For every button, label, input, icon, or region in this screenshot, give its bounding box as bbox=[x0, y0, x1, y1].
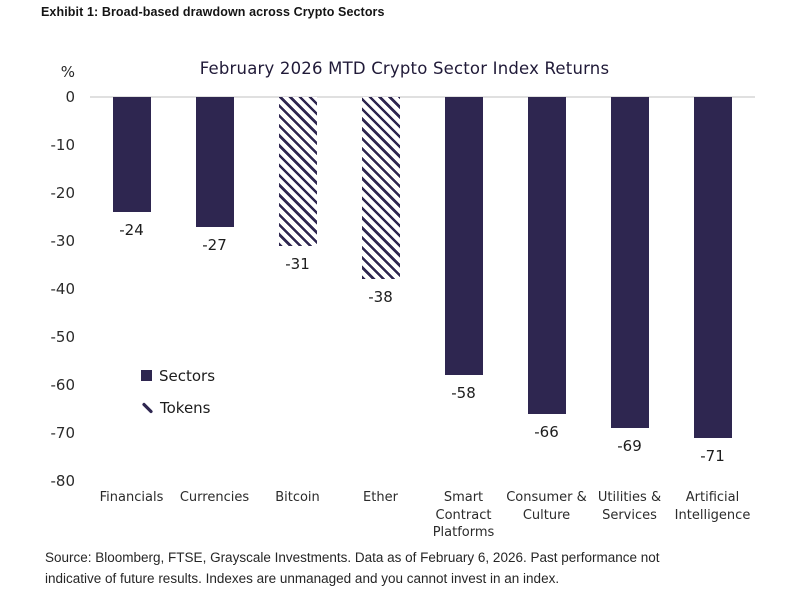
source-note: Source: Bloomberg, FTSE, Grayscale Inves… bbox=[45, 547, 745, 589]
bar-sector bbox=[444, 97, 483, 376]
y-tick-label: -70 bbox=[50, 424, 76, 442]
legend-label: Tokens bbox=[160, 398, 211, 417]
x-axis-label: Consumer & Culture bbox=[506, 490, 587, 523]
bar-value-label: -24 bbox=[119, 221, 144, 240]
bar-sector bbox=[527, 97, 566, 414]
y-tick-label: -20 bbox=[50, 184, 76, 202]
y-tick-label: -10 bbox=[50, 136, 76, 154]
x-axis-label: Artificial Intelligence bbox=[674, 490, 751, 523]
y-tick-label: -60 bbox=[50, 376, 76, 394]
x-axis-label: Currencies bbox=[179, 490, 250, 505]
zero-baseline bbox=[90, 96, 755, 98]
y-tick-label: -30 bbox=[50, 232, 76, 250]
legend: Sectors Tokens bbox=[141, 365, 215, 429]
y-tick-label: 0 bbox=[65, 88, 75, 106]
bar-value-label: -27 bbox=[202, 235, 227, 254]
bar-value-label: -66 bbox=[534, 422, 559, 441]
legend-diagonal-icon bbox=[142, 402, 153, 414]
y-tick-label: -50 bbox=[50, 328, 76, 346]
legend-square-icon bbox=[141, 370, 152, 381]
x-axis-label: Bitcoin bbox=[275, 490, 320, 505]
bar-sector bbox=[610, 97, 649, 429]
y-axis-unit-label: % bbox=[60, 63, 75, 81]
bar-value-label: -38 bbox=[368, 288, 393, 307]
bar-value-label: -69 bbox=[617, 437, 642, 456]
bar-sector bbox=[693, 97, 732, 438]
legend-label: Sectors bbox=[159, 366, 216, 385]
bar-token bbox=[361, 97, 400, 280]
chart-title: February 2026 MTD Crypto Sector Index Re… bbox=[199, 59, 610, 78]
y-tick-label: -40 bbox=[50, 280, 76, 298]
x-axis-label: Utilities & Services bbox=[597, 490, 662, 523]
legend-item-tokens: Tokens bbox=[141, 397, 215, 418]
bar-value-label: -58 bbox=[451, 384, 476, 403]
y-tick-label: -80 bbox=[50, 472, 76, 490]
source-line-1: Source: Bloomberg, FTSE, Grayscale Inves… bbox=[45, 550, 660, 565]
bar-token bbox=[278, 97, 317, 246]
bar-value-label: -71 bbox=[700, 446, 725, 465]
exhibit-title: Exhibit 1: Broad-based drawdown across C… bbox=[41, 5, 385, 19]
x-axis-label: Financials bbox=[99, 490, 164, 505]
x-axis-label: Smart Contract Platforms bbox=[432, 490, 495, 540]
source-line-2: indicative of future results. Indexes ar… bbox=[45, 571, 560, 586]
bar-sector bbox=[112, 97, 151, 213]
legend-item-sectors: Sectors bbox=[141, 365, 215, 386]
x-axis-label: Ether bbox=[363, 490, 398, 505]
bar-sector bbox=[195, 97, 234, 227]
bar-value-label: -31 bbox=[285, 254, 310, 273]
